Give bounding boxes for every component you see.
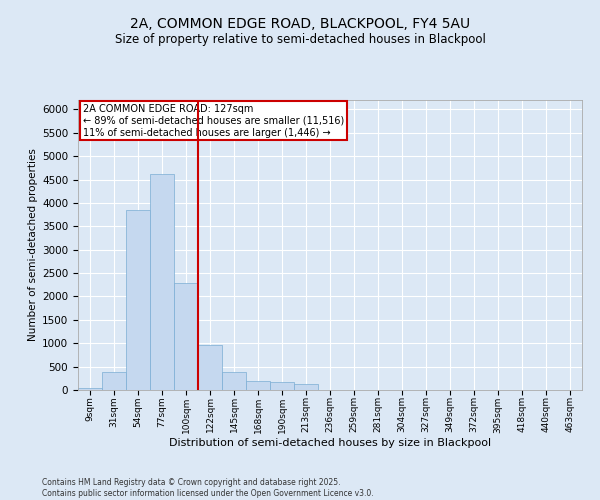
Bar [294,384,318,390]
Text: 2A COMMON EDGE ROAD: 127sqm
← 89% of semi-detached houses are smaller (11,516)
1: 2A COMMON EDGE ROAD: 127sqm ← 89% of sem… [83,104,344,138]
Bar [150,174,174,390]
Bar [222,372,246,390]
Y-axis label: Number of semi-detached properties: Number of semi-detached properties [28,148,38,342]
Text: Size of property relative to semi-detached houses in Blackpool: Size of property relative to semi-detach… [115,32,485,46]
Bar [198,345,222,390]
Bar [78,388,102,390]
Bar [126,210,150,390]
X-axis label: Distribution of semi-detached houses by size in Blackpool: Distribution of semi-detached houses by … [169,438,491,448]
Bar [270,382,294,390]
Bar [102,372,126,390]
Bar [246,380,270,390]
Text: Contains HM Land Registry data © Crown copyright and database right 2025.
Contai: Contains HM Land Registry data © Crown c… [42,478,374,498]
Text: 2A, COMMON EDGE ROAD, BLACKPOOL, FY4 5AU: 2A, COMMON EDGE ROAD, BLACKPOOL, FY4 5AU [130,18,470,32]
Bar [174,284,198,390]
